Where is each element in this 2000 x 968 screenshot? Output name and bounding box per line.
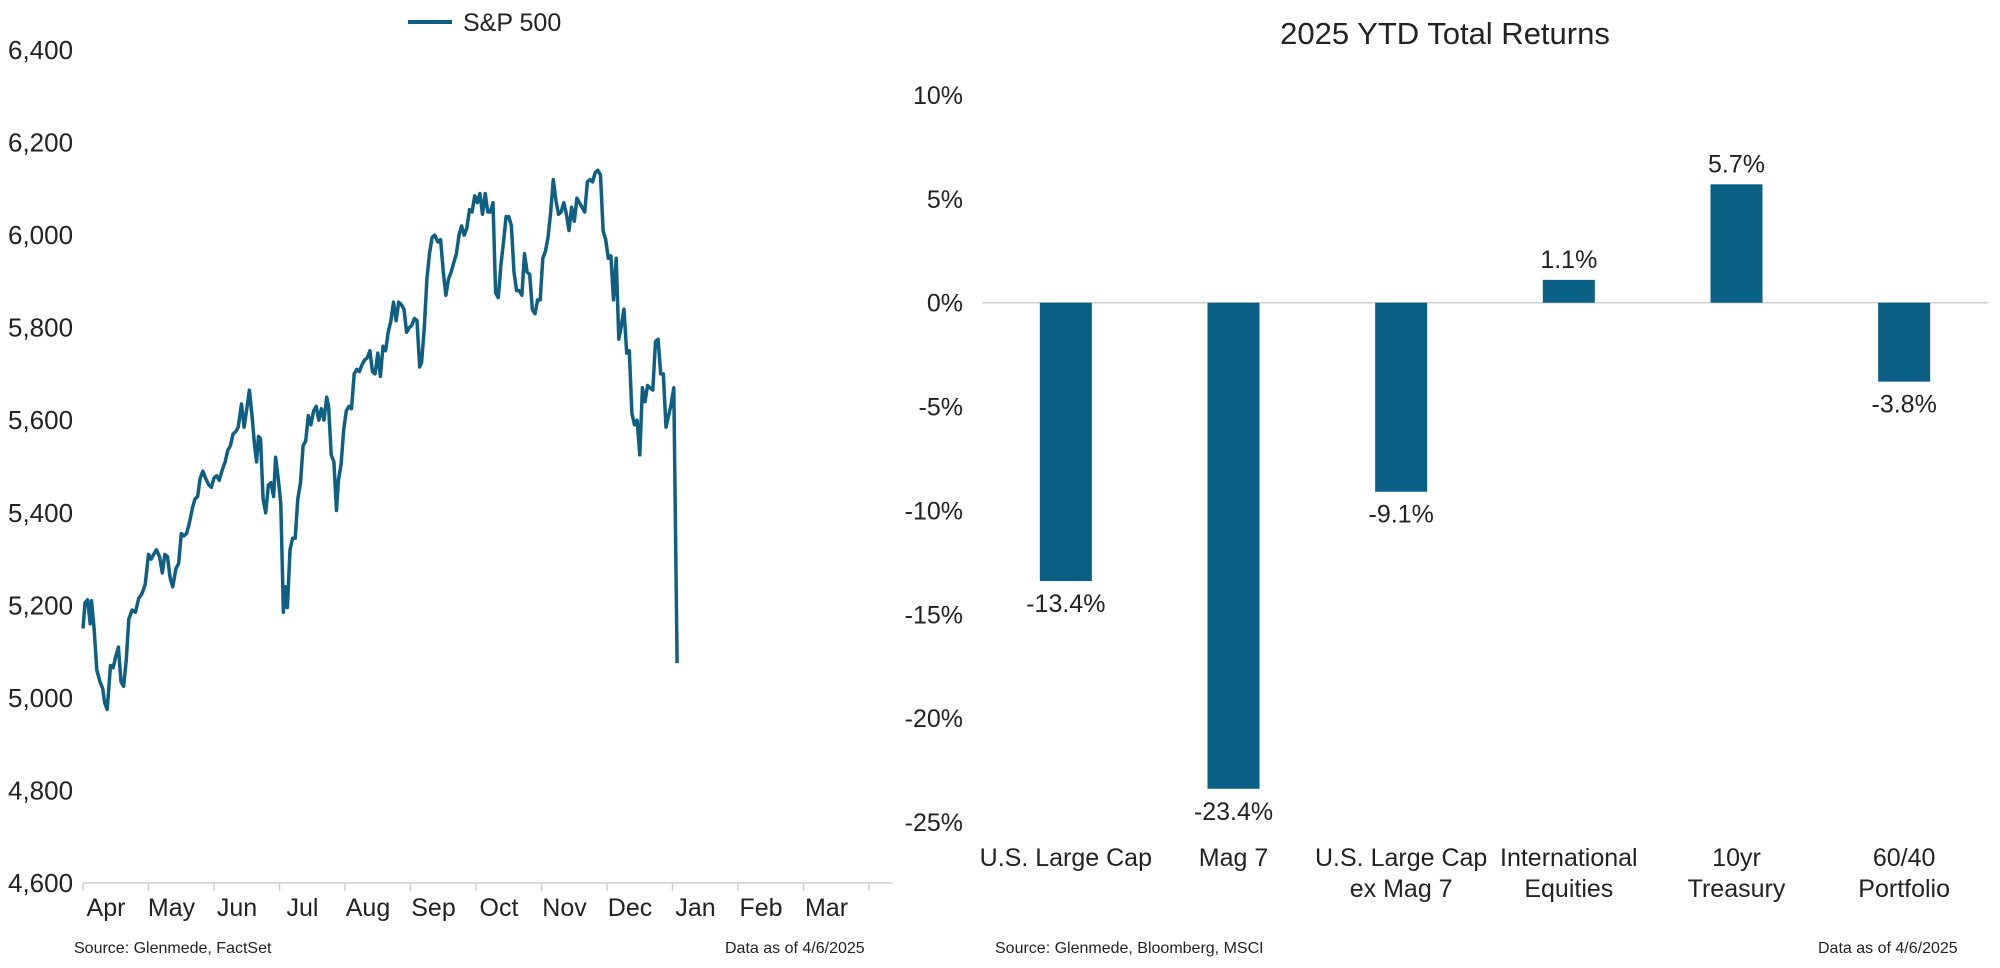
y-tick-label: 6,400 bbox=[8, 35, 73, 65]
y-tick-label: 5% bbox=[927, 186, 963, 214]
x-tick-label: Aug bbox=[346, 894, 390, 922]
x-tick-label: Oct bbox=[480, 894, 519, 922]
category-label: 60/40 bbox=[1873, 844, 1936, 872]
category-label: Treasury bbox=[1688, 875, 1786, 903]
x-tick-label: May bbox=[148, 894, 196, 922]
x-tick-label: Jan bbox=[675, 894, 715, 922]
category-label: Mag 7 bbox=[1199, 844, 1268, 872]
y-tick-label: 4,600 bbox=[8, 868, 73, 898]
bar-data-label: -13.4% bbox=[1026, 590, 1105, 618]
sp500-line-chart: 6,400 6,200 6,000 5,800 5,600 5,400 5,200 5,000… bbox=[8, 9, 893, 922]
bar bbox=[1878, 302, 1931, 382]
y-tick-label: 6,000 bbox=[8, 220, 73, 250]
y-tick-label: 6,200 bbox=[8, 128, 73, 158]
left-date-note: Data as of 4/6/2025 bbox=[725, 940, 865, 957]
legend-label: S&P 500 bbox=[463, 9, 561, 37]
x-tick-label: Jun bbox=[217, 894, 257, 922]
bar-data-label: -3.8% bbox=[1872, 391, 1937, 419]
y-tick-label: -20% bbox=[905, 705, 963, 733]
category-label: ex Mag 7 bbox=[1350, 875, 1453, 903]
category-label: U.S. Large Cap bbox=[1315, 844, 1487, 872]
left-source-note: Source: Glenmede, FactSet bbox=[74, 940, 272, 957]
y-tick-label: -25% bbox=[905, 809, 963, 837]
x-tick-label: Feb bbox=[739, 894, 782, 922]
y-tick-label: 5,800 bbox=[8, 313, 73, 343]
bar bbox=[1542, 279, 1595, 303]
y-tick-label: 4,800 bbox=[8, 775, 73, 805]
bar bbox=[1207, 302, 1260, 789]
x-tick-label: Sep bbox=[411, 894, 455, 922]
series-line-sp500 bbox=[81, 168, 679, 712]
category-label: U.S. Large Cap bbox=[980, 844, 1152, 872]
x-tick-label: Dec bbox=[608, 894, 652, 922]
bar-data-label: 1.1% bbox=[1540, 246, 1597, 274]
bar-data-label: -9.1% bbox=[1369, 501, 1434, 529]
y-tick-label: -15% bbox=[905, 601, 963, 629]
y-tick-label: -5% bbox=[919, 394, 963, 422]
category-label: Equities bbox=[1524, 875, 1613, 903]
right-date-note: Data as of 4/6/2025 bbox=[1818, 940, 1958, 957]
x-tick-label: Jul bbox=[287, 894, 319, 922]
bar-data-label: -23.4% bbox=[1194, 798, 1273, 826]
y-tick-label: -10% bbox=[905, 497, 963, 525]
y-tick-label: 5,400 bbox=[8, 498, 73, 528]
y-tick-label: 5,000 bbox=[8, 683, 73, 713]
y-tick-label: 5,200 bbox=[8, 590, 73, 620]
y-tick-label: 5,600 bbox=[8, 405, 73, 435]
y-tick-label: 10% bbox=[913, 82, 963, 110]
x-tick-label: Apr bbox=[87, 894, 126, 922]
y-tick-label: 0% bbox=[927, 290, 963, 318]
chart-title: 2025 YTD Total Returns bbox=[1280, 16, 1610, 51]
ytd-returns-bar-chart: 2025 YTD Total Returns 10% 5% 0% -5% -10% -15%… bbox=[905, 16, 1988, 903]
bar-data-label: 5.7% bbox=[1708, 150, 1765, 178]
right-source-note: Source: Glenmede, Bloomberg, MSCI bbox=[995, 940, 1264, 957]
category-label: 10yr bbox=[1712, 844, 1761, 872]
x-tick-label: Mar bbox=[805, 894, 848, 922]
x-tick-label: Nov bbox=[542, 894, 587, 922]
bar bbox=[1039, 302, 1092, 582]
category-label: International bbox=[1500, 844, 1638, 872]
category-label: Portfolio bbox=[1858, 875, 1950, 903]
bar bbox=[1710, 184, 1763, 303]
bar bbox=[1375, 302, 1428, 492]
